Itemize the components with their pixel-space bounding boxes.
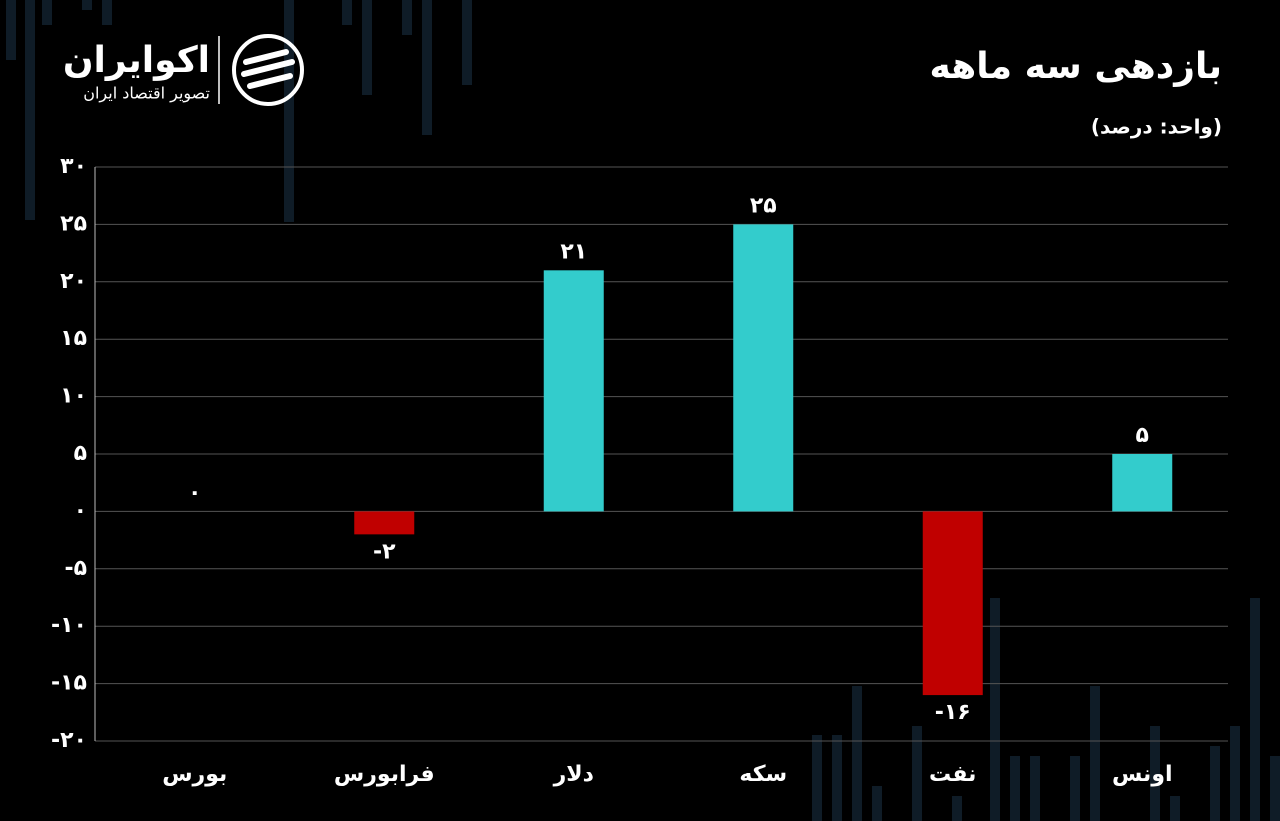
- bar: [922, 511, 983, 696]
- y-tick-label: -۲۰: [51, 728, 87, 753]
- logo-icon: [232, 34, 304, 106]
- logo: اکوایران تصویر اقتصاد ایران: [63, 34, 304, 106]
- bar: [733, 224, 794, 512]
- chart-title: بازدهی سه ماهه: [929, 46, 1222, 87]
- y-tick-label: ۱۵: [60, 326, 87, 351]
- data-label: -۲: [373, 539, 396, 564]
- x-tick-label: بورس: [162, 762, 227, 787]
- data-label: -۱۶: [935, 700, 971, 725]
- y-tick-label: -۱۵: [51, 671, 87, 696]
- y-tick-label: ۲۰: [60, 269, 87, 294]
- x-tick-label: نفت: [929, 762, 976, 787]
- logo-tagline: تصویر اقتصاد ایران: [83, 84, 210, 104]
- logo-icon-lines: [241, 49, 295, 89]
- x-tick-label: دلار: [553, 762, 594, 787]
- y-tick-label: ۵: [74, 441, 87, 466]
- data-label: ۰: [188, 480, 201, 505]
- x-tick-label: سکه: [739, 762, 787, 787]
- data-label: ۲۱: [560, 239, 587, 264]
- x-tick-label: فرابورس: [334, 762, 435, 787]
- bar: [354, 511, 415, 535]
- chart-subtitle: (واحد: درصد): [1091, 115, 1222, 139]
- y-tick-label: ۲۵: [60, 211, 87, 236]
- data-label: ۵: [1136, 423, 1149, 448]
- logo-name: اکوایران: [63, 40, 210, 81]
- bar: [543, 270, 604, 512]
- y-tick-label: ۳۰: [60, 154, 87, 179]
- y-tick-label: -۱۰: [51, 613, 87, 638]
- y-tick-label: -۵: [64, 556, 87, 581]
- bar: [1112, 454, 1173, 512]
- data-label: ۲۵: [750, 193, 777, 218]
- background-decoration: [6, 0, 1280, 821]
- y-tick-label: ۱۰: [60, 384, 87, 409]
- x-tick-label: اونس: [1112, 762, 1173, 787]
- y-tick-label: ۰: [74, 498, 87, 523]
